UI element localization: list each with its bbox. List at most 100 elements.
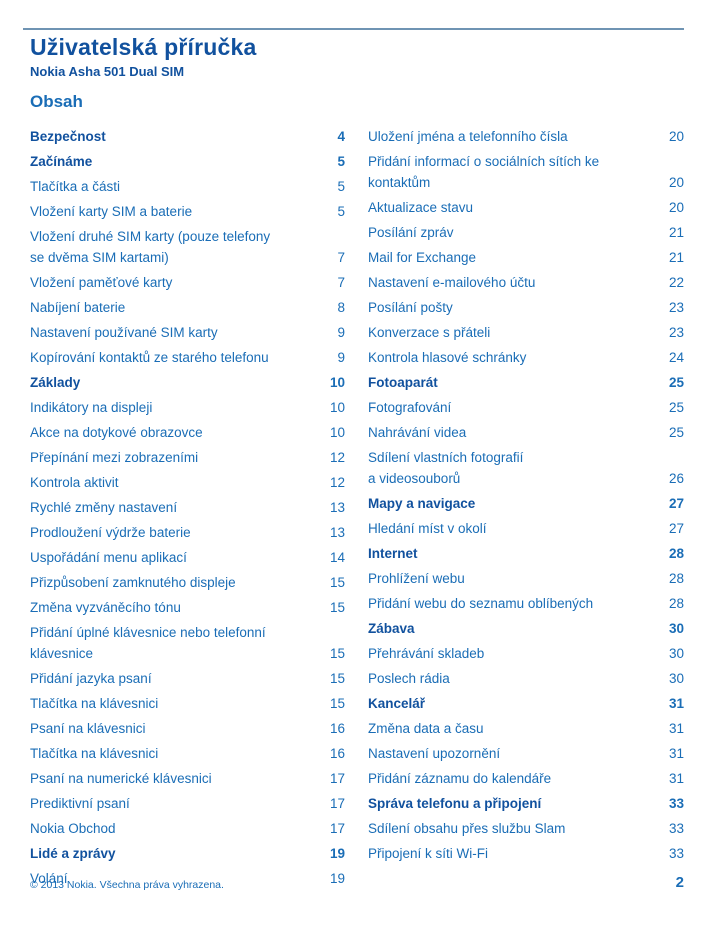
toc-entry-page: 30 [668,671,684,686]
toc-row: Hledání míst v okolí 27 [368,516,684,541]
toc-entry-label[interactable]: Začínáme [30,154,93,169]
toc-entry-label[interactable]: Konverzace s přáteli [368,325,491,340]
toc-row: Uspořádání menu aplikací 14 [30,545,345,570]
toc-entry-page: 25 [668,425,684,440]
toc-entry-label[interactable]: Přidání záznamu do kalendáře [368,771,552,786]
toc-entry-label[interactable]: Internet [368,546,418,561]
toc-entry-label[interactable]: Uspořádání menu aplikací [30,550,187,565]
toc-entry-label[interactable]: Přizpůsobení zamknutého displeje [30,575,236,590]
toc-entry-label[interactable]: Kopírování kontaktů ze starého telefonu [30,350,269,365]
toc-entry-label[interactable]: Fotoaparát [368,375,438,390]
toc-entry-label[interactable]: Mail for Exchange [368,250,477,265]
toc-entry-page: 25 [668,400,684,415]
toc-entry-label[interactable]: Nokia Obchod [30,821,116,836]
toc-entry-label[interactable]: Akce na dotykové obrazovce [30,425,203,440]
toc-entry-label[interactable]: Přidání úplné klávesnice nebo telefonní … [30,625,266,661]
toc-entry-page: 13 [329,525,345,540]
toc-entry-label[interactable]: Rychlé změny nastavení [30,500,178,515]
toc-entry-label[interactable]: Sdílení vlastních fotografií a videosoub… [368,450,524,486]
toc-row: Volání 19 [30,866,345,891]
toc-entry-label[interactable]: Bezpečnost [30,129,106,144]
toc-entry-page: 12 [329,450,345,465]
toc-entry-label[interactable]: Prediktivní psaní [30,796,130,811]
toc-entry-page: 28 [668,546,684,561]
toc-entry-page: 24 [668,350,684,365]
toc-entry-label[interactable]: Mapy a navigace [368,496,476,511]
toc-entry-page: 10 [329,400,345,415]
toc-entry-label[interactable]: Nabíjení baterie [30,300,126,315]
toc-entry-label[interactable]: Změna vyzváněcího tónu [30,600,181,615]
toc-row: Mail for Exchange 21 [368,245,684,270]
toc-entry-label[interactable]: Psaní na klávesnici [30,721,146,736]
toc-entry-page: 12 [329,475,345,490]
toc-entry-label[interactable]: Fotografování [368,400,452,415]
toc-entry-label[interactable]: Prodloužení výdrže baterie [30,525,191,540]
toc-entry-page: 27 [668,496,684,511]
toc-row: Tlačítka na klávesnici 15 [30,691,345,716]
toc-row: Změna vyzváněcího tónu 15 [30,595,345,620]
toc-entry-label[interactable]: Nastavení upozornění [368,746,501,761]
toc-row: Nabíjení baterie 8 [30,295,345,320]
toc-entry-label[interactable]: Posílání zpráv [368,225,454,240]
toc-entry-label[interactable]: Sdílení obsahu přes službu Slam [368,821,566,836]
toc-row: Internet 28 [368,541,684,566]
toc-row: Přepínání mezi zobrazeními 12 [30,445,345,470]
toc-entry-page: 17 [329,771,345,786]
toc-entry-label[interactable]: Správa telefonu a připojení [368,796,542,811]
toc-entry-label[interactable]: Kontrola hlasové schránky [368,350,527,365]
toc-entry-page: 5 [337,179,345,194]
toc-entry-page: 7 [337,275,345,290]
toc-entry-page: 33 [668,846,684,861]
toc-entry-label[interactable]: Nastavení e-mailového účtu [368,275,536,290]
toc-entry-label[interactable]: Indikátory na displeji [30,400,153,415]
toc-row: Přidání záznamu do kalendáře 31 [368,766,684,791]
toc-row: Posílání zpráv 21 [368,220,684,245]
toc-entry-page: 23 [668,300,684,315]
toc-entry-page: 17 [329,821,345,836]
toc-entry-label[interactable]: Tlačítka na klávesnici [30,746,159,761]
toc-row: Sdílení obsahu přes službu Slam 33 [368,816,684,841]
toc-entry-label[interactable]: Psaní na numerické klávesnici [30,771,212,786]
toc-entry-label[interactable]: Změna data a času [368,721,484,736]
toc-entry-label[interactable]: Nahrávání videa [368,425,467,440]
toc-entry-page: 15 [329,696,345,711]
toc-entry-label[interactable]: Tlačítka na klávesnici [30,696,159,711]
toc-entry-label[interactable]: Připojení k síti Wi-Fi [368,846,489,861]
toc-entry-label[interactable]: Kancelář [368,696,426,711]
toc-entry-label[interactable]: Prohlížení webu [368,571,465,586]
toc-entry-label[interactable]: Přidání jazyka psaní [30,671,152,686]
toc-entry-label[interactable]: Nastavení používané SIM karty [30,325,218,340]
toc-entry-label[interactable]: Volání [30,871,68,886]
toc-row: Přizpůsobení zamknutého displeje 15 [30,570,345,595]
toc-entry-page: 16 [329,721,345,736]
toc-row: Nokia Obchod 17 [30,816,345,841]
toc-entry-label[interactable]: Vložení paměťové karty [30,275,173,290]
toc-column-left: Bezpečnost 4 Začínáme 5 Tlačítka a části 5 Vlo… [30,124,345,891]
toc-row: Přidání úplné klávesnice nebo telefonní … [30,620,345,666]
toc-row: Fotografování 25 [368,395,684,420]
toc-entry-label[interactable]: Kontrola aktivit [30,475,119,490]
toc-entry-page: 15 [329,600,345,615]
toc-entry-label[interactable]: Poslech rádia [368,671,450,686]
device-name: Nokia Asha 501 Dual SIM [30,64,185,79]
toc-entry-label[interactable]: Vložení druhé SIM karty (pouze telefony … [30,229,271,265]
toc-entry-page: 19 [329,846,345,861]
toc-entry-label[interactable]: Přidání informací o sociálních sítích ke… [368,154,600,190]
toc-entry-label[interactable]: Základy [30,375,81,390]
toc-entry-label[interactable]: Lidé a zprávy [30,846,116,861]
toc-entry-label[interactable]: Vložení karty SIM a baterie [30,204,193,219]
toc-entry-label[interactable]: Aktualizace stavu [368,200,474,215]
toc-entry-label[interactable]: Tlačítka a části [30,179,121,194]
toc-row: Nastavení používané SIM karty 9 [30,320,345,345]
toc-entry-label[interactable]: Přehrávání skladeb [368,646,485,661]
toc-entry-label[interactable]: Přepínání mezi zobrazeními [30,450,199,465]
toc-entry-label[interactable]: Zábava [368,621,415,636]
toc-column-right: Uložení jména a telefonního čísla 20 Přidá… [368,124,684,891]
toc-entry-label[interactable]: Posílání pošty [368,300,453,315]
toc-entry-label[interactable]: Hledání míst v okolí [368,521,487,536]
toc-entry-label[interactable]: Uložení jména a telefonního čísla [368,129,568,144]
toc-entry-page: 14 [329,550,345,565]
toc-entry-page: 19 [329,871,345,886]
toc-entry-page: 23 [668,325,684,340]
toc-entry-label[interactable]: Přidání webu do seznamu oblíbených [368,596,594,611]
